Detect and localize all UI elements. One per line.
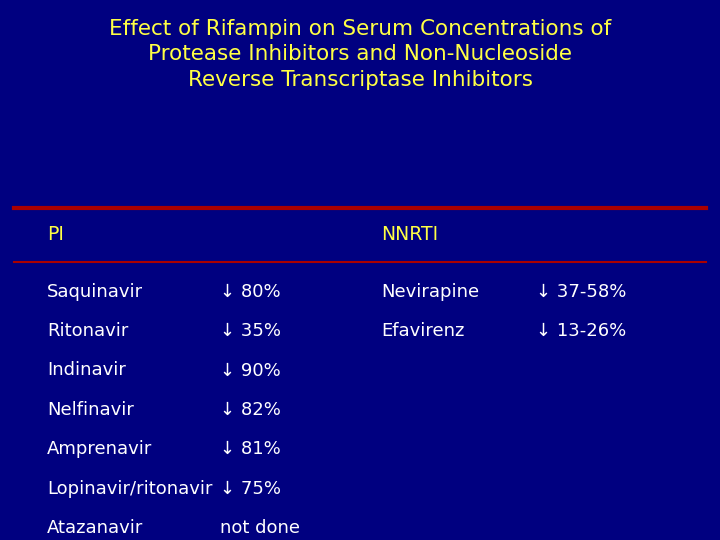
- Text: ↓ 37-58%: ↓ 37-58%: [536, 282, 627, 301]
- Text: Nevirapine: Nevirapine: [382, 282, 480, 301]
- Text: not done: not done: [220, 519, 300, 537]
- Text: Ritonavir: Ritonavir: [47, 322, 128, 340]
- Text: ↓ 80%: ↓ 80%: [220, 282, 280, 301]
- Text: Effect of Rifampin on Serum Concentrations of
Protease Inhibitors and Non-Nucleo: Effect of Rifampin on Serum Concentratio…: [109, 19, 611, 90]
- Text: Amprenavir: Amprenavir: [47, 440, 152, 458]
- Text: ↓ 75%: ↓ 75%: [220, 480, 281, 498]
- Text: ↓ 13-26%: ↓ 13-26%: [536, 322, 626, 340]
- Text: Indinavir: Indinavir: [47, 361, 126, 380]
- Text: ↓ 90%: ↓ 90%: [220, 361, 280, 380]
- Text: Atazanavir: Atazanavir: [47, 519, 143, 537]
- Text: Lopinavir/ritonavir: Lopinavir/ritonavir: [47, 480, 212, 498]
- Text: ↓ 35%: ↓ 35%: [220, 322, 281, 340]
- Text: ↓ 81%: ↓ 81%: [220, 440, 280, 458]
- Text: Efavirenz: Efavirenz: [382, 322, 465, 340]
- Text: Saquinavir: Saquinavir: [47, 282, 143, 301]
- Text: NNRTI: NNRTI: [382, 225, 438, 245]
- Text: PI: PI: [47, 225, 63, 245]
- Text: Nelfinavir: Nelfinavir: [47, 401, 134, 419]
- Text: ↓ 82%: ↓ 82%: [220, 401, 281, 419]
